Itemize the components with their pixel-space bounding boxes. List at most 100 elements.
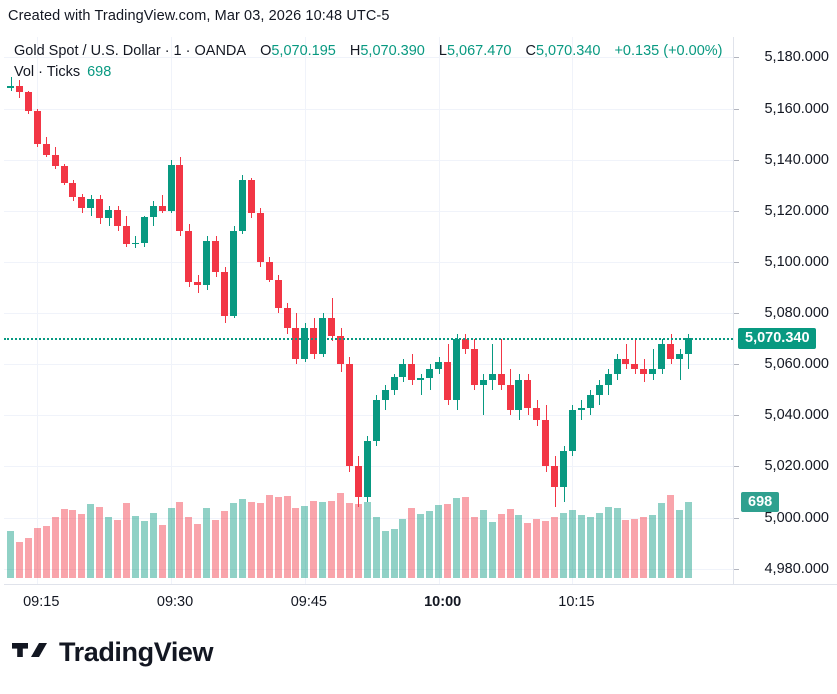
- candle-body: [542, 420, 550, 467]
- candle-body: [122, 226, 130, 245]
- volume-bar: [417, 513, 425, 578]
- candle-body: [435, 361, 443, 370]
- current-price-badge: 5,070.340: [738, 327, 816, 349]
- candle-wick: [635, 338, 636, 375]
- volume-bar: [221, 510, 229, 578]
- candle-body: [7, 85, 14, 89]
- volume-bar: [140, 521, 148, 578]
- volume-bar: [212, 520, 220, 578]
- candle-body: [640, 369, 648, 375]
- volume-bar: [238, 499, 246, 578]
- time-axis-label: 09:15: [23, 594, 60, 610]
- candle-body: [515, 379, 523, 411]
- candle-wick: [680, 348, 681, 380]
- price-axis-tick: [734, 415, 739, 417]
- grid-line-horizontal: [4, 210, 733, 212]
- candle-body: [105, 209, 113, 219]
- candle-body: [283, 307, 291, 329]
- candle-body: [78, 196, 86, 209]
- candle-body: [488, 374, 496, 380]
- current-price-line: [4, 337, 733, 340]
- grid-line-vertical: [305, 37, 306, 584]
- time-axis[interactable]: 09:15 09:30 09:45 10:00 10:15: [4, 584, 837, 618]
- candle-body: [363, 440, 371, 498]
- volume-bar: [604, 507, 612, 578]
- price-axis-label: 4,980.000: [764, 560, 829, 577]
- grid-line-horizontal: [4, 364, 733, 366]
- candle-body: [408, 364, 416, 380]
- volume-bar: [105, 517, 113, 578]
- candle-body: [140, 217, 148, 243]
- candle-body: [212, 241, 220, 273]
- price-axis-label: 5,120.000: [764, 202, 829, 219]
- candle-body: [60, 166, 68, 183]
- volume-bar: [328, 500, 336, 578]
- volume-bar: [426, 511, 434, 578]
- volume-bar: [381, 531, 389, 578]
- candle-body: [203, 241, 211, 285]
- candle-body: [149, 205, 157, 218]
- candle-body: [524, 379, 532, 408]
- price-axis-label: 5,040.000: [764, 407, 829, 424]
- volume-bar: [203, 508, 211, 578]
- grid-line-vertical: [37, 37, 38, 584]
- candle-body: [15, 85, 23, 92]
- candle-body: [667, 343, 675, 360]
- candle-body: [176, 164, 184, 232]
- candle-body: [426, 369, 434, 379]
- volume-bar: [676, 510, 683, 578]
- volume-bar: [551, 516, 559, 578]
- candle-body: [194, 282, 202, 285]
- volume-bar: [15, 542, 23, 578]
- price-axis-label: 5,140.000: [764, 151, 829, 168]
- candle-body: [256, 213, 264, 262]
- volume-bar: [185, 516, 193, 578]
- candle-body: [586, 394, 594, 408]
- volume-bar: [568, 510, 576, 578]
- volume-bar: [158, 524, 166, 578]
- candle-body: [51, 154, 59, 167]
- candle-body: [319, 318, 327, 354]
- candle-body: [247, 180, 255, 214]
- volume-bar: [60, 509, 68, 578]
- current-volume-badge: 698: [741, 491, 780, 512]
- volume-bar: [96, 507, 104, 578]
- candle-wick: [135, 236, 136, 248]
- time-axis-label: 09:30: [156, 594, 194, 610]
- price-axis-tick: [734, 364, 739, 366]
- price-axis-label: 5,020.000: [764, 458, 829, 475]
- candle-body: [506, 384, 514, 411]
- volume-bar: [613, 508, 621, 578]
- chart-plot-area[interactable]: [4, 37, 733, 584]
- grid-line-horizontal: [4, 261, 733, 263]
- candle-body: [114, 209, 122, 227]
- candle-body: [631, 364, 639, 370]
- candle-body: [684, 337, 692, 354]
- volume-bar: [354, 503, 362, 578]
- volume-bar: [435, 504, 443, 578]
- volume-bar: [283, 495, 291, 578]
- volume-bar: [167, 507, 175, 578]
- candle-body: [87, 199, 95, 209]
- candle-body: [577, 407, 585, 411]
- grid-line-horizontal: [4, 159, 733, 161]
- volume-bar: [470, 516, 478, 578]
- volume-bar: [51, 516, 59, 578]
- candle-body: [551, 466, 559, 487]
- candle-body: [265, 261, 273, 280]
- volume-bar: [684, 501, 692, 578]
- volume-bar: [149, 512, 157, 578]
- price-axis[interactable]: 5,180.000 5,160.000 5,140.000 5,120.000 5,10…: [733, 37, 837, 584]
- candle-body: [158, 205, 166, 211]
- candle-body: [453, 338, 460, 400]
- grid-line-horizontal: [4, 568, 733, 570]
- candle-wick: [581, 399, 582, 421]
- volume-bar: [542, 521, 550, 578]
- volume-bar: [176, 501, 184, 578]
- candle-body: [604, 374, 612, 385]
- grid-line-horizontal: [4, 517, 733, 519]
- price-axis-tick: [734, 466, 739, 468]
- candle-body: [310, 328, 318, 354]
- price-axis-tick: [734, 517, 739, 519]
- volume-bar: [667, 495, 675, 578]
